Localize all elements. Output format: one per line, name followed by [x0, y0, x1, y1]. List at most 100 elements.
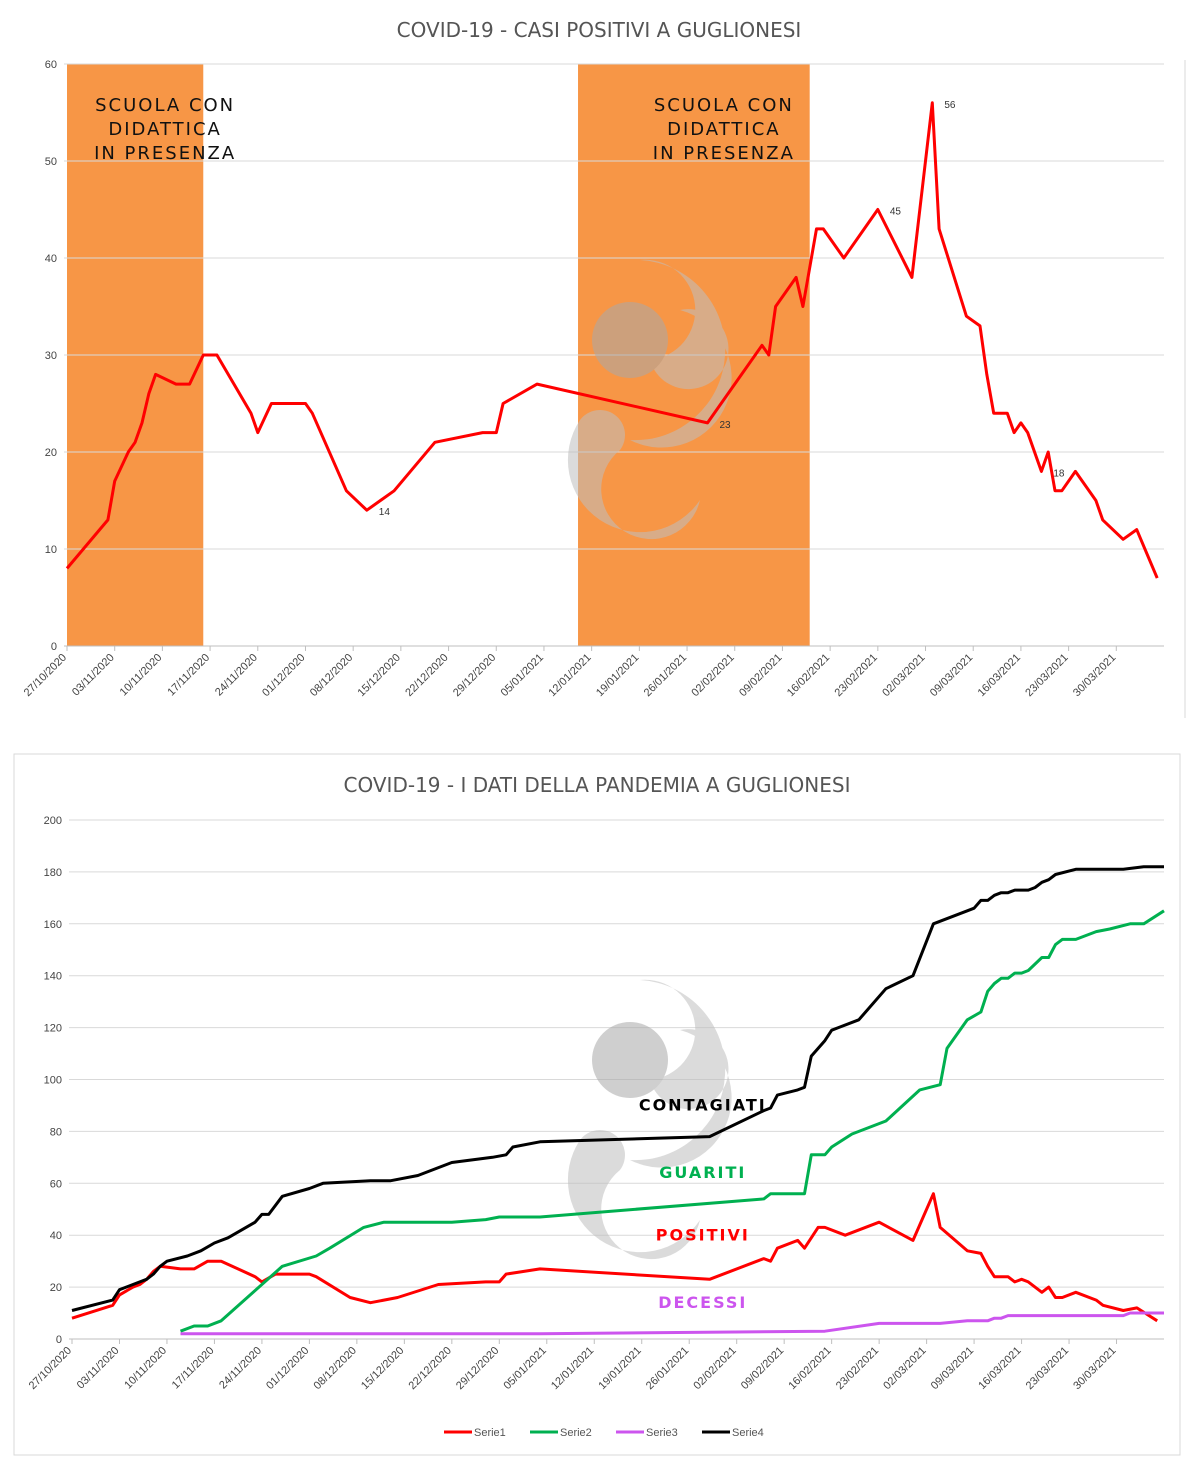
- y-tick-label: 50: [45, 156, 57, 168]
- series-lines: [65, 101, 1159, 579]
- x-tick-label: 22/12/2020: [407, 1345, 454, 1392]
- series-line-serie3: [180, 1311, 1164, 1336]
- y-tick-label: 200: [44, 815, 62, 827]
- series-inline-label: GUARITI: [659, 1163, 746, 1182]
- watermark-eye: [592, 302, 668, 378]
- y-tick-label: 60: [50, 1178, 62, 1190]
- y-gridlines: [64, 63, 1164, 647]
- x-tick-label: 22/12/2020: [403, 652, 450, 699]
- school-period-label: IN PRESENZA: [94, 143, 236, 164]
- school-period-label: IN PRESENZA: [653, 143, 795, 164]
- x-tick-label: 29/12/2020: [451, 652, 498, 699]
- data-label: 14: [379, 507, 391, 518]
- series-inline-label: POSITIVI: [656, 1225, 750, 1244]
- school-period-label: SCUOLA CON: [654, 95, 794, 116]
- y-tick-label: 0: [56, 1334, 62, 1346]
- watermark-logo: [567, 979, 732, 1260]
- watermark-lower-swirl: [567, 409, 700, 540]
- x-tick-label: 16/03/2021: [976, 1345, 1023, 1392]
- y-tick-label: 60: [45, 59, 57, 71]
- x-tick-label: 02/02/2021: [689, 652, 736, 699]
- x-tick-label: 08/12/2020: [308, 652, 355, 699]
- x-axis-tick-labels: 27/10/2020 03/11/2020 10/11/2020 17/11/2020…: [22, 646, 1118, 699]
- x-tick-label: 02/03/2021: [880, 652, 927, 699]
- series-inline-label: DECESSI: [658, 1293, 747, 1312]
- x-axis-tick-labels: 27/10/2020 03/11/2020 10/11/2020 17/11/2020…: [27, 1339, 1119, 1392]
- series-line-serie4: [71, 865, 1164, 1312]
- x-tick-label: 12/01/2021: [546, 652, 593, 699]
- x-tick-label: 16/02/2021: [785, 652, 832, 699]
- y-axis-tick-labels: 0 20 40 60 80 100 120 140 160 180 200: [44, 815, 62, 1346]
- series-inline-label: CONTAGIATI: [639, 1096, 767, 1115]
- data-label: 18: [1053, 468, 1065, 479]
- data-label: 56: [944, 100, 956, 111]
- y-tick-label: 40: [45, 253, 57, 265]
- school-period-label: DIDATTICA: [108, 119, 222, 140]
- chart-positivi: COVID-19 - CASI POSITIVI A GUGLIONESI SC…: [22, 18, 1186, 718]
- y-tick-label: 80: [50, 1126, 62, 1138]
- x-tick-label: 15/12/2020: [359, 1345, 406, 1392]
- x-tick-label: 10/11/2020: [118, 652, 165, 699]
- x-tick-label: 05/01/2021: [501, 1345, 548, 1392]
- x-tick-label: 08/12/2020: [312, 1345, 359, 1392]
- x-tick-label: 24/11/2020: [213, 652, 260, 699]
- x-tick-label: 09/03/2021: [929, 1345, 976, 1392]
- x-tick-label: 26/01/2021: [642, 652, 689, 699]
- x-tick-label: 23/03/2021: [1024, 1345, 1071, 1392]
- x-tick-label: 02/03/2021: [881, 1345, 928, 1392]
- x-tick-label: 24/11/2020: [217, 1345, 264, 1392]
- x-tick-label: 17/11/2020: [165, 652, 212, 699]
- x-tick-label: 19/01/2021: [596, 1345, 643, 1392]
- x-tick-label: 09/02/2021: [737, 652, 784, 699]
- watermark-upper-swirl: [630, 979, 732, 1168]
- data-label: 45: [890, 207, 902, 218]
- y-tick-label: 20: [50, 1282, 62, 1294]
- x-tick-label: 01/12/2020: [260, 652, 307, 699]
- y-tick-label: 40: [50, 1230, 62, 1242]
- y-tick-label: 120: [44, 1023, 62, 1035]
- chart-frame: [13, 753, 1181, 1456]
- x-tick-label: 27/10/2020: [22, 652, 69, 699]
- watermark-logo: [567, 259, 732, 540]
- x-tick-label: 26/01/2021: [644, 1345, 691, 1392]
- series-line-positivi: [65, 101, 1159, 579]
- x-tick-label: 05/01/2021: [499, 652, 546, 699]
- y-tick-label: 140: [44, 971, 62, 983]
- legend: Serie1 Serie2 Serie3 Serie4: [444, 1427, 764, 1439]
- series-line-serie2: [179, 909, 1165, 1333]
- x-tick-label: 23/03/2021: [1023, 652, 1070, 699]
- x-tick-label: 15/12/2020: [356, 652, 403, 699]
- watermark-upper-swirl: [630, 259, 732, 448]
- x-tick-label: 19/01/2021: [594, 652, 641, 699]
- watermark-lower-swirl: [567, 1129, 700, 1260]
- watermark-eye: [592, 1022, 668, 1098]
- y-tick-label: 100: [44, 1075, 62, 1087]
- x-tick-label: 12/01/2021: [549, 1345, 596, 1392]
- x-tick-label: 29/12/2020: [454, 1345, 501, 1392]
- y-tick-label: 0: [51, 641, 57, 653]
- school-period-label: DIDATTICA: [667, 119, 781, 140]
- series-lines: [71, 865, 1165, 1336]
- y-tick-label: 20: [45, 447, 57, 459]
- x-tick-label: 16/03/2021: [976, 652, 1023, 699]
- legend-label: Serie4: [732, 1427, 764, 1439]
- chart-pandemia: COVID-19 - I DATI DELLA PANDEMIA A GUGLI…: [27, 773, 1165, 1439]
- x-tick-label: 01/12/2020: [264, 1345, 311, 1392]
- data-labels: 14 23 45 56 18: [379, 100, 1065, 518]
- chart-title: COVID-19 - CASI POSITIVI A GUGLIONESI: [397, 18, 802, 42]
- chart-title: COVID-19 - I DATI DELLA PANDEMIA A GUGLI…: [344, 773, 851, 797]
- x-tick-label: 23/02/2021: [833, 652, 880, 699]
- x-tick-label: 02/02/2021: [691, 1345, 738, 1392]
- x-tick-label: 30/03/2021: [1071, 652, 1118, 699]
- x-tick-label: 03/11/2020: [75, 1345, 122, 1392]
- y-tick-label: 180: [44, 867, 62, 879]
- x-tick-label: 27/10/2020: [27, 1345, 74, 1392]
- x-tick-label: 09/03/2021: [928, 652, 975, 699]
- x-tick-label: 23/02/2021: [834, 1345, 881, 1392]
- y-tick-label: 30: [45, 350, 57, 362]
- series-line-serie1: [71, 1192, 1159, 1323]
- data-label: 23: [719, 420, 731, 431]
- x-tick-label: 03/11/2020: [70, 652, 117, 699]
- legend-label: Serie1: [474, 1427, 506, 1439]
